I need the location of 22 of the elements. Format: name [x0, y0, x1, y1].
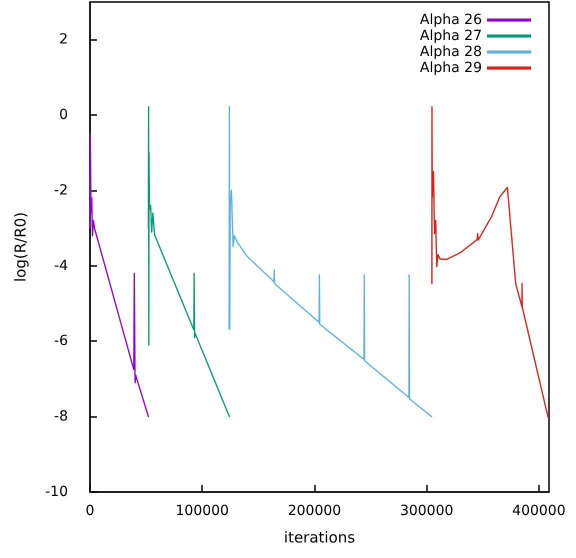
x-tick-label: 400000	[512, 503, 566, 519]
line-series	[431, 106, 549, 418]
line-series	[89, 133, 150, 418]
y-tick-label: -4	[54, 258, 68, 274]
x-axis-title: iterations	[284, 528, 356, 546]
y-tick-label: -10	[45, 484, 68, 500]
line-series	[148, 106, 230, 418]
legend-label: Alpha 26	[420, 12, 482, 28]
legend-label: Alpha 28	[420, 44, 482, 60]
legend-label: Alpha 29	[420, 60, 482, 76]
y-tick-label: -6	[54, 333, 68, 350]
x-tick-label: 200000	[288, 503, 342, 519]
x-tick-label: 300000	[400, 503, 454, 519]
x-tick-label: 100000	[176, 503, 229, 519]
line-series	[228, 106, 432, 418]
y-axis-title: log(R/R0)	[12, 212, 30, 282]
legend-label: Alpha 27	[420, 28, 482, 44]
y-tick-label: 2	[59, 32, 68, 48]
y-tick-label: 0	[59, 107, 68, 124]
x-tick-label: 0	[86, 503, 94, 519]
y-tick-label: -8	[54, 408, 68, 425]
y-tick-label: -2	[54, 182, 68, 198]
